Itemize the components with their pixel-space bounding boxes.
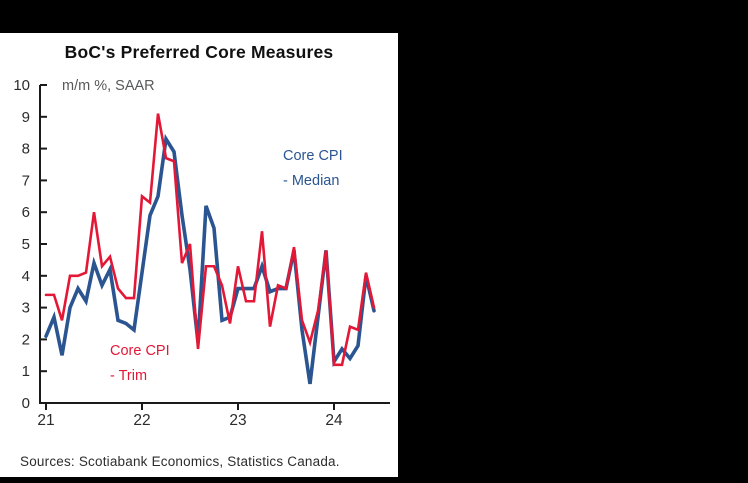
median-legend-label: Core CPI	[283, 148, 343, 164]
y-tick-label: 6	[22, 204, 30, 221]
y-tick-label: 0	[22, 395, 30, 412]
y-tick-label: 8	[22, 141, 30, 158]
trim-legend-label: Core CPI	[110, 343, 170, 359]
trim-legend-label: - Trim	[110, 368, 147, 384]
median-legend-label: - Median	[283, 173, 339, 189]
y-tick-label: 5	[22, 236, 30, 253]
y-tick-label: 9	[22, 109, 30, 126]
y-tick-label: 4	[22, 268, 30, 285]
y-tick-label: 10	[13, 77, 30, 94]
chart-title: BoC's Preferred Core Measures	[64, 42, 334, 62]
trim-line	[44, 113, 376, 367]
x-tick-label: 23	[229, 412, 246, 429]
y-tick-label: 7	[22, 172, 30, 189]
y-tick-label: 3	[22, 300, 30, 317]
source-note: Sources: Scotiabank Economics, Statistic…	[20, 454, 340, 469]
x-tick-label: 24	[325, 412, 343, 429]
x-tick-label: 22	[133, 412, 150, 429]
y-tick-label: 2	[22, 331, 30, 348]
x-tick-label: 21	[37, 412, 54, 429]
y-tick-label: 1	[22, 363, 30, 380]
chart-panel: BoC's Preferred Core Measures m/m %, SAA…	[0, 33, 398, 477]
chart-subtitle: m/m %, SAAR	[62, 78, 155, 94]
